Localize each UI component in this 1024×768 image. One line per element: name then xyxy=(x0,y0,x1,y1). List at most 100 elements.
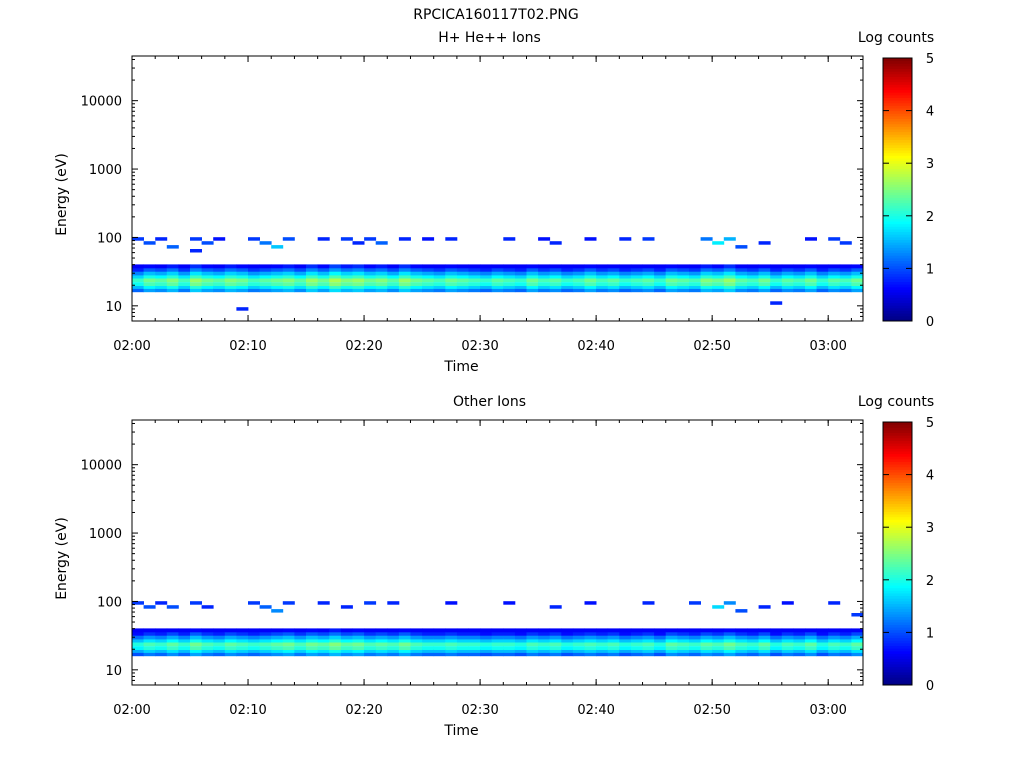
heatmap-cell xyxy=(132,274,144,279)
heatmap-cell xyxy=(793,274,806,279)
colorbar-tick-label: 4 xyxy=(926,105,934,120)
heatmap-cell xyxy=(433,631,446,636)
heatmap-cell xyxy=(538,642,551,646)
heatmap-cell xyxy=(805,631,817,636)
colorbar-tick-label: 2 xyxy=(926,210,934,225)
heatmap-cell xyxy=(340,638,353,643)
heatmap-cell xyxy=(375,271,388,276)
heatmap-cell xyxy=(607,635,620,640)
heatmap-cell xyxy=(329,635,342,640)
heatmap-cell xyxy=(445,628,458,633)
heatmap-cell xyxy=(561,652,574,657)
heatmap-cell xyxy=(758,605,771,609)
heatmap-cell xyxy=(340,282,353,286)
heatmap-cell xyxy=(538,649,551,653)
heatmap-cell xyxy=(143,278,156,282)
heatmap-cell xyxy=(689,652,701,657)
heatmap-cell xyxy=(526,288,539,293)
heatmap-cell xyxy=(712,288,725,293)
heatmap-cell xyxy=(526,642,539,646)
heatmap-cell xyxy=(282,601,295,605)
heatmap-cell xyxy=(607,282,620,286)
heatmap-cell xyxy=(364,237,377,241)
colorbar-segment xyxy=(883,292,912,296)
heatmap-cell xyxy=(572,638,585,643)
heatmap-cell xyxy=(514,278,527,282)
heatmap-cell xyxy=(839,274,852,279)
heatmap-cell xyxy=(387,631,400,636)
heatmap-cell xyxy=(816,274,829,279)
heatmap-cell xyxy=(456,652,469,657)
heatmap-cell xyxy=(805,649,817,653)
heatmap-cell xyxy=(735,282,748,286)
heatmap-cell xyxy=(828,278,841,282)
heatmap-cell xyxy=(364,642,377,646)
heatmap-cell xyxy=(781,642,794,646)
heatmap-cell xyxy=(584,285,597,289)
heatmap-cell xyxy=(816,642,829,646)
heatmap-cell xyxy=(654,646,667,650)
heatmap-cell xyxy=(329,282,342,286)
plot-frame xyxy=(131,419,864,686)
heatmap-cell xyxy=(491,264,504,269)
heatmap-cell xyxy=(619,628,632,633)
heatmap-cell xyxy=(352,264,365,269)
heatmap-cell xyxy=(398,274,411,279)
heatmap-cell xyxy=(700,642,713,646)
heatmap-cell xyxy=(735,267,748,272)
heatmap-cell xyxy=(190,249,202,253)
heatmap-cell xyxy=(828,285,841,289)
colorbar-segment xyxy=(883,123,912,127)
heatmap-cell xyxy=(422,288,435,293)
heatmap-cell xyxy=(723,278,736,282)
heatmap-cell xyxy=(306,652,318,657)
heatmap-cell xyxy=(816,285,829,289)
heatmap-cell xyxy=(828,635,841,640)
colorbar-segment xyxy=(883,81,912,85)
heatmap-cell xyxy=(271,271,284,276)
heatmap-cell xyxy=(317,601,330,605)
heatmap-cell xyxy=(352,642,365,646)
heatmap-cell xyxy=(619,638,632,643)
heatmap-cell xyxy=(781,628,794,633)
heatmap-cell xyxy=(630,264,643,269)
heatmap-cell xyxy=(677,646,690,650)
colorbar-segment xyxy=(883,181,912,185)
heatmap-cell xyxy=(619,264,632,269)
heatmap-cell xyxy=(422,631,435,636)
heatmap-cell xyxy=(155,649,168,653)
heatmap-cell xyxy=(271,274,284,279)
heatmap-cell xyxy=(781,649,794,653)
heatmap-cell xyxy=(596,267,609,272)
heatmap-cell xyxy=(340,628,353,633)
heatmap-cell xyxy=(735,631,748,636)
heatmap-cell xyxy=(236,652,249,657)
heatmap-cell xyxy=(201,274,214,279)
heatmap-cell xyxy=(340,274,353,279)
heatmap-cell xyxy=(851,646,864,650)
heatmap-cell xyxy=(236,271,249,276)
heatmap-cell xyxy=(642,288,655,293)
heatmap-cell xyxy=(514,271,527,276)
heatmap-cell xyxy=(480,646,493,650)
heatmap-cell xyxy=(828,267,841,272)
heatmap-cell xyxy=(456,646,469,650)
colorbar-segment xyxy=(883,519,912,523)
colorbar-tick-label: 4 xyxy=(926,469,934,484)
heatmap-cell xyxy=(468,628,481,633)
heatmap-cell xyxy=(259,635,272,640)
heatmap-cell xyxy=(329,631,342,636)
colorbar-segment xyxy=(883,86,912,91)
heatmap-cell xyxy=(132,288,144,293)
heatmap-cell xyxy=(224,285,237,289)
colorbar-segment xyxy=(883,571,912,576)
heatmap-cell xyxy=(132,642,144,646)
heatmap-cell xyxy=(166,605,179,609)
heatmap-cell xyxy=(619,649,632,653)
colorbar-segment xyxy=(883,592,912,597)
heatmap-cell xyxy=(654,264,667,269)
heatmap-cell xyxy=(619,267,632,272)
heatmap-cell xyxy=(549,274,562,279)
heatmap-cell xyxy=(735,264,748,269)
heatmap-cell xyxy=(781,278,794,282)
